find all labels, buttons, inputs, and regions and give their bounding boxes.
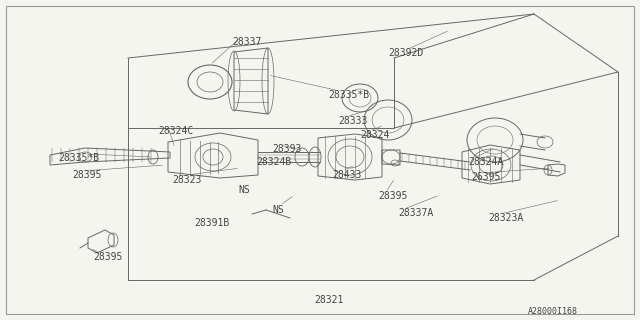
Text: 28392D: 28392D: [388, 48, 423, 58]
Text: 28333: 28333: [338, 116, 367, 126]
Text: 28324C: 28324C: [158, 126, 193, 136]
Text: 28395: 28395: [378, 191, 408, 201]
Text: 28324: 28324: [360, 130, 389, 140]
Text: NS: NS: [238, 185, 250, 195]
Text: 28395: 28395: [72, 170, 101, 180]
Text: 28335*B: 28335*B: [58, 153, 99, 163]
Text: 28324B: 28324B: [256, 157, 291, 167]
Text: 28324A: 28324A: [468, 157, 503, 167]
Text: A28000I168: A28000I168: [528, 307, 578, 316]
Text: 28391B: 28391B: [194, 218, 229, 228]
Text: 28337A: 28337A: [398, 208, 433, 218]
Text: 26395: 26395: [471, 172, 500, 182]
Text: 28337: 28337: [232, 37, 261, 47]
Text: 28323: 28323: [172, 175, 202, 185]
Text: 28393: 28393: [272, 144, 301, 154]
Text: 28395: 28395: [93, 252, 122, 262]
Text: 28321: 28321: [314, 295, 344, 305]
Text: 28335*B: 28335*B: [328, 90, 369, 100]
Text: 28433: 28433: [332, 170, 362, 180]
Text: NS: NS: [272, 205, 284, 215]
Text: 28323A: 28323A: [488, 213, 524, 223]
